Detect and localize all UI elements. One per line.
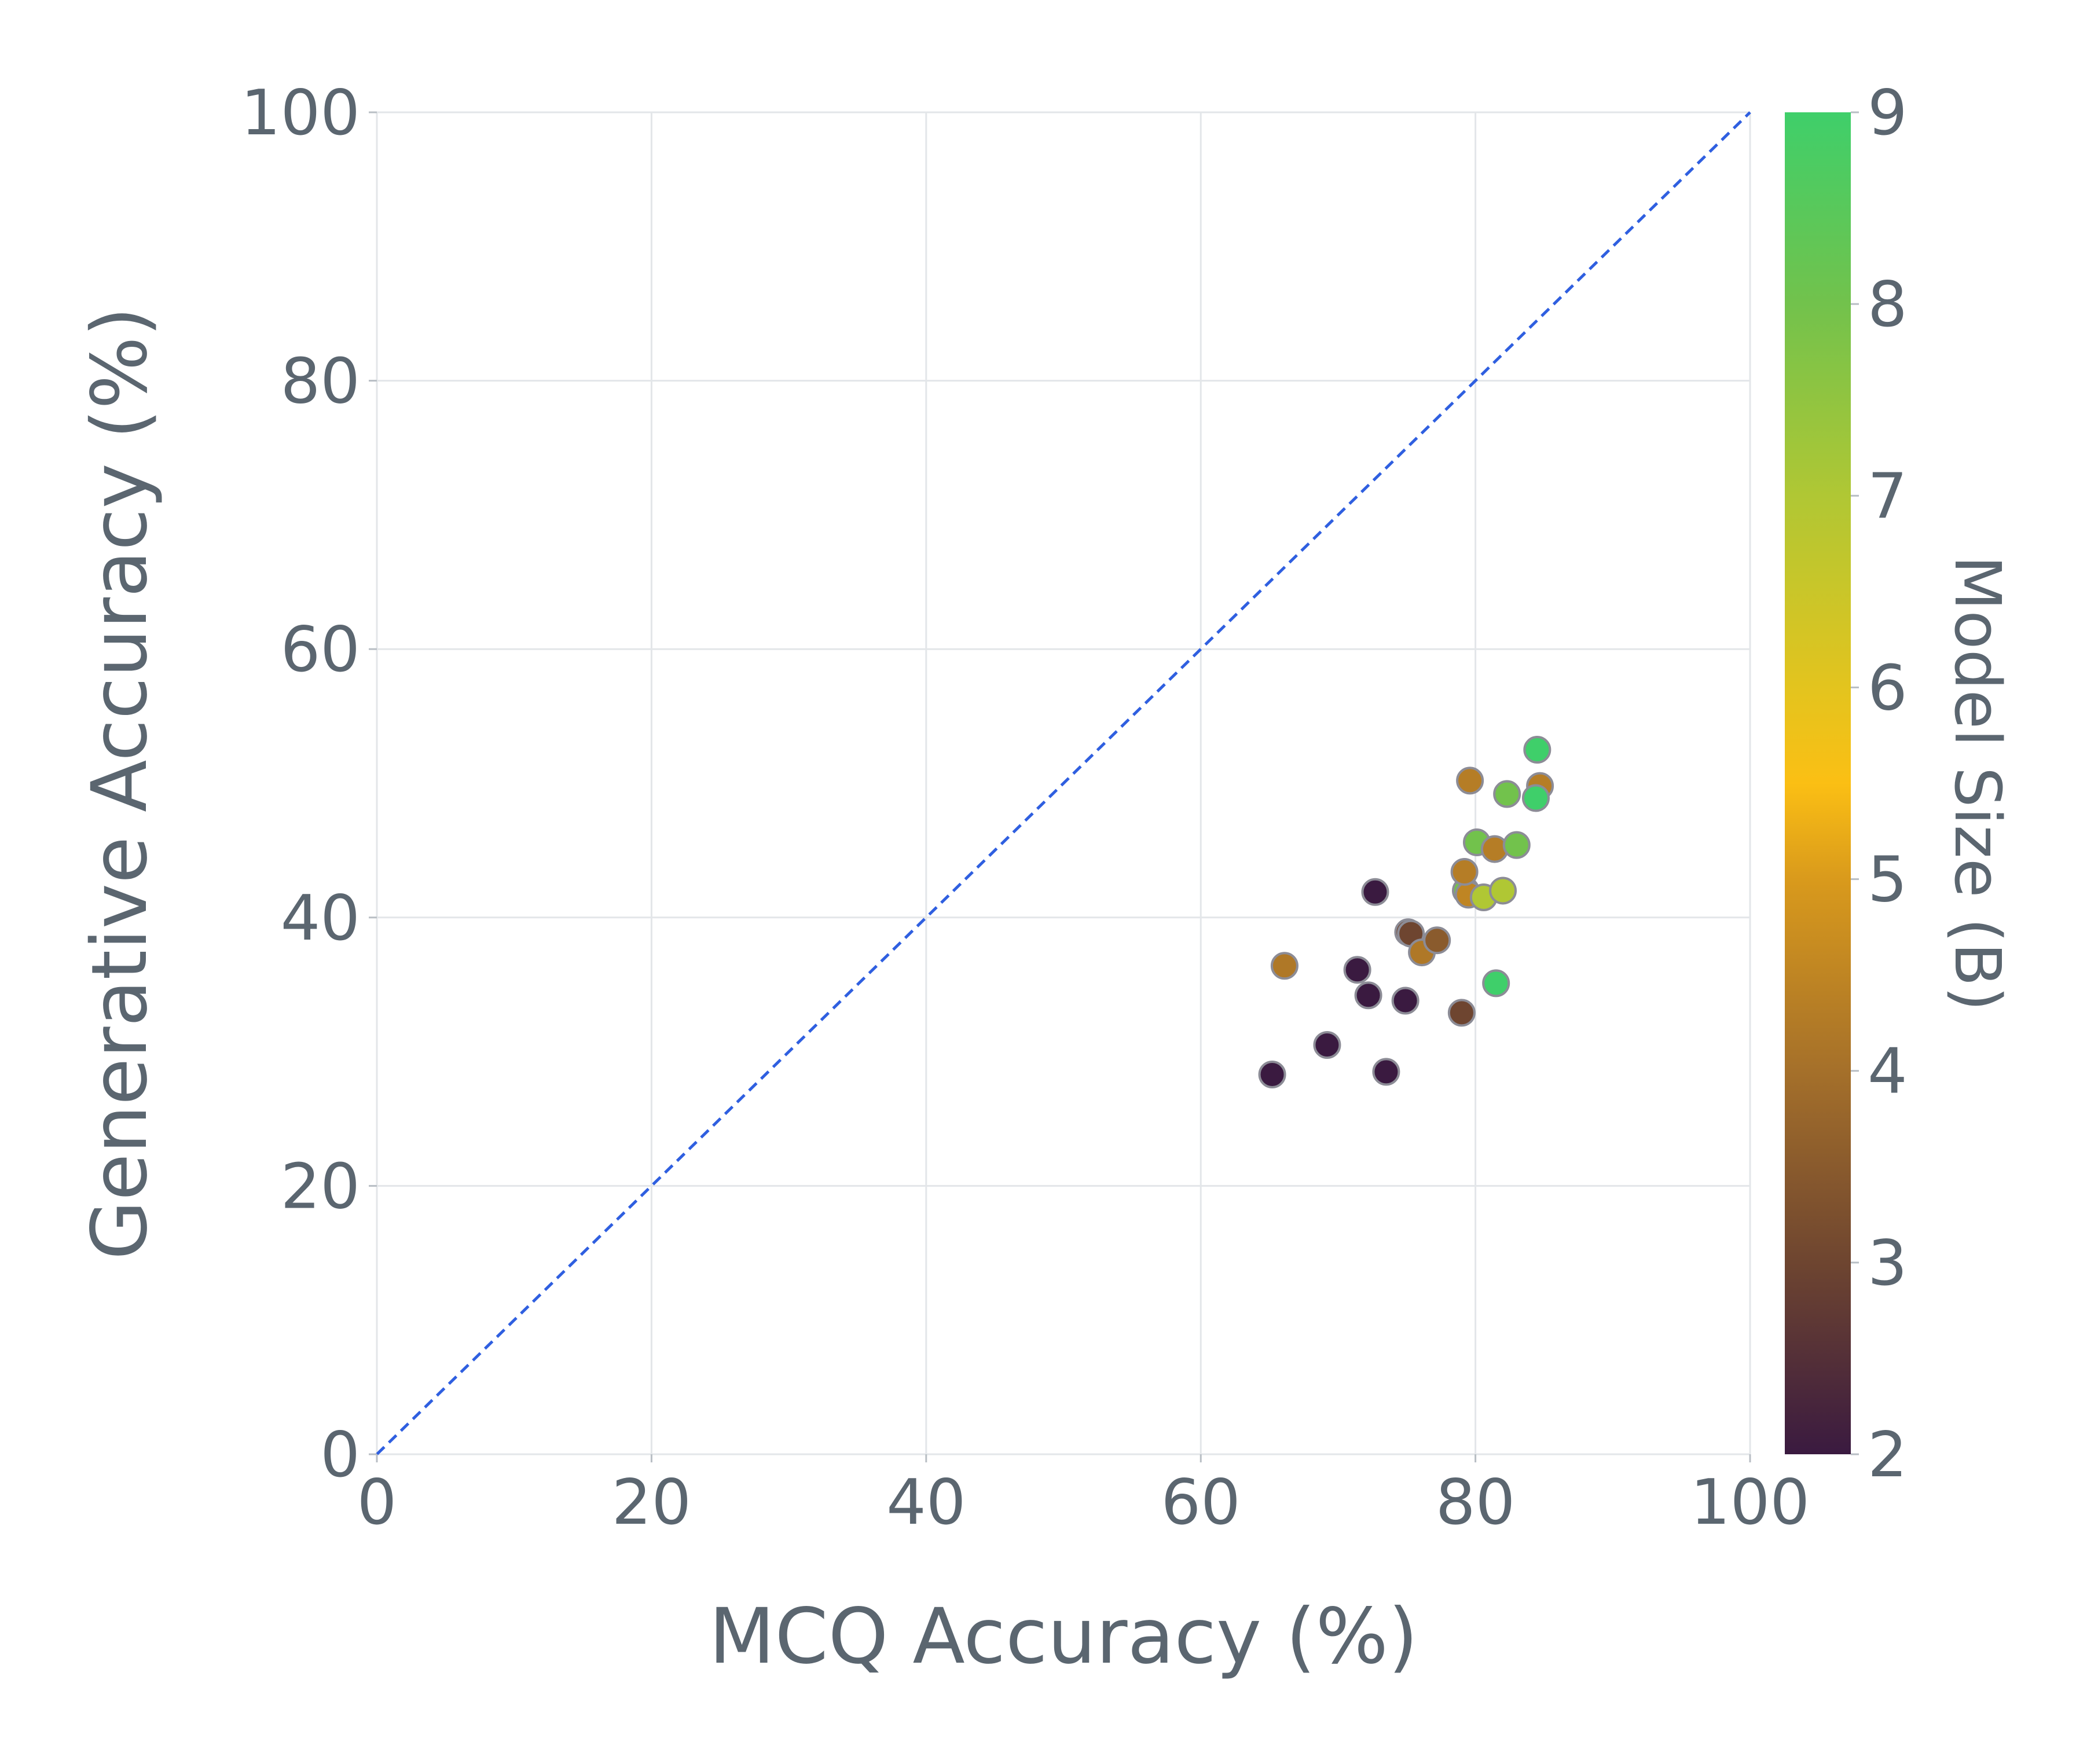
data-point bbox=[1313, 1031, 1341, 1059]
data-point bbox=[1361, 878, 1389, 906]
data-point bbox=[1521, 784, 1550, 812]
grid bbox=[376, 111, 1751, 1455]
data-point bbox=[1493, 780, 1521, 808]
data-point bbox=[1456, 767, 1484, 795]
x-tick-label: 60 bbox=[1161, 1466, 1240, 1539]
x-tick-label: 100 bbox=[1690, 1466, 1810, 1539]
data-point bbox=[1270, 952, 1299, 980]
colorbar-tick-label: 2 bbox=[1868, 1419, 1908, 1491]
data-point bbox=[1447, 999, 1476, 1027]
x-tick-label: 40 bbox=[886, 1466, 966, 1539]
x-axis-ticks: 0 20 40 60 80 100 bbox=[357, 1454, 1810, 1539]
colorbar-tick-label: 5 bbox=[1868, 844, 1908, 916]
colorbar-ticks: 2 3 4 5 6 7 8 9 bbox=[1851, 77, 1908, 1491]
colorbar-tick-label: 6 bbox=[1868, 652, 1908, 724]
data-point bbox=[1523, 736, 1552, 764]
data-point bbox=[1482, 969, 1510, 997]
data-point bbox=[1343, 956, 1371, 984]
data-point bbox=[1258, 1061, 1286, 1089]
data-point bbox=[1502, 831, 1531, 859]
data-point bbox=[1423, 926, 1451, 955]
parity-reference-line bbox=[376, 111, 1751, 1455]
y-tick-label: 40 bbox=[281, 882, 360, 955]
y-tick-label: 100 bbox=[241, 77, 360, 149]
data-point bbox=[1450, 857, 1479, 886]
y-axis-label: Generative Accuracy (%) bbox=[75, 307, 164, 1260]
data-point bbox=[1372, 1058, 1400, 1086]
data-points bbox=[1258, 736, 1554, 1089]
x-tick-label: 20 bbox=[612, 1466, 691, 1539]
y-axis-ticks: 0 20 40 60 80 100 bbox=[241, 77, 377, 1491]
colorbar bbox=[1785, 112, 1851, 1454]
colorbar-tick-label: 8 bbox=[1868, 269, 1908, 341]
colorbar-tick-label: 7 bbox=[1868, 460, 1908, 533]
data-point bbox=[1354, 981, 1382, 1010]
colorbar-tick-label: 3 bbox=[1868, 1227, 1908, 1300]
y-tick-label: 60 bbox=[281, 614, 360, 686]
colorbar-tick-label: 4 bbox=[1868, 1036, 1908, 1108]
x-tick-label: 80 bbox=[1436, 1466, 1515, 1539]
y-tick-label: 80 bbox=[281, 346, 360, 418]
x-axis-label: MCQ Accuracy (%) bbox=[709, 1592, 1418, 1681]
x-tick-label: 0 bbox=[357, 1466, 397, 1539]
y-tick-label: 20 bbox=[281, 1150, 360, 1223]
data-point bbox=[1391, 986, 1420, 1015]
y-tick-label: 0 bbox=[320, 1419, 360, 1491]
colorbar-tick-label: 9 bbox=[1868, 77, 1908, 149]
colorbar-label: Model Size (B) bbox=[1941, 555, 2015, 1011]
data-point bbox=[1489, 877, 1517, 905]
